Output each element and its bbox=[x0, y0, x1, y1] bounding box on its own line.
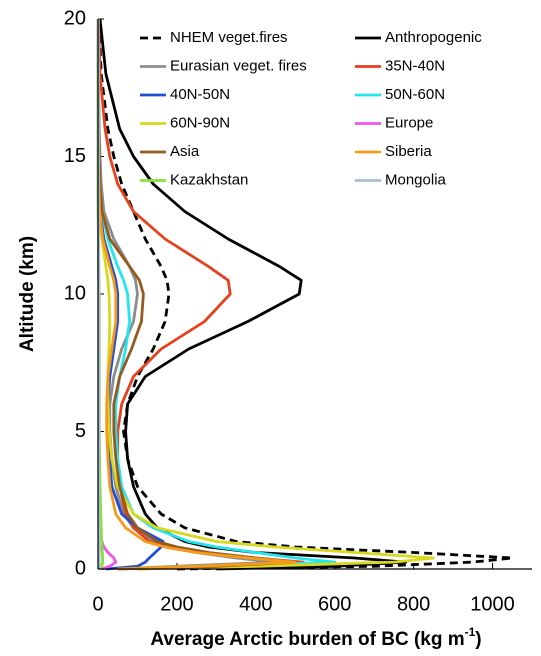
legend-label: Mongolia bbox=[385, 171, 447, 188]
x-tick-label: 1000 bbox=[470, 593, 515, 615]
x-tick-label: 800 bbox=[397, 593, 430, 615]
legend-label: 35N-40N bbox=[385, 57, 445, 74]
legend-label: Anthropogenic bbox=[385, 29, 482, 46]
y-tick-label: 20 bbox=[64, 7, 86, 29]
y-tick-label: 10 bbox=[64, 282, 86, 304]
legend-label: Siberia bbox=[385, 143, 432, 160]
legend-label: 50N-60N bbox=[385, 86, 445, 103]
x-tick-label: 0 bbox=[92, 593, 103, 615]
x-axis-label: Average Arctic burden of BC (kg m-1) bbox=[150, 625, 481, 650]
x-tick-label: 200 bbox=[160, 593, 193, 615]
series-line bbox=[98, 18, 408, 571]
y-axis-label: Altitude (km) bbox=[17, 236, 38, 352]
legend-label: Europe bbox=[385, 114, 433, 131]
series-line bbox=[96, 19, 435, 571]
x-tick-label: 600 bbox=[318, 593, 351, 615]
legend-label: Asia bbox=[170, 143, 200, 160]
legend-label: 60N-90N bbox=[170, 114, 230, 131]
x-axis-label-superscript: -1 bbox=[465, 625, 476, 639]
legend-label: NHEM veget.fires bbox=[170, 29, 288, 46]
legend-label: Kazakhstan bbox=[170, 171, 248, 188]
legend-label: 40N-50N bbox=[170, 86, 230, 103]
y-tick-label: 5 bbox=[75, 420, 86, 442]
y-tick-label: 15 bbox=[64, 145, 86, 167]
x-axis-label-suffix: ) bbox=[475, 629, 481, 650]
x-tick-label: 400 bbox=[239, 593, 272, 615]
legend-label: Eurasian veget. fires bbox=[170, 57, 307, 74]
x-axis-label-text: Average Arctic burden of BC (kg m bbox=[150, 629, 464, 650]
y-tick-label: 0 bbox=[75, 557, 86, 579]
series-line bbox=[97, 18, 514, 571]
